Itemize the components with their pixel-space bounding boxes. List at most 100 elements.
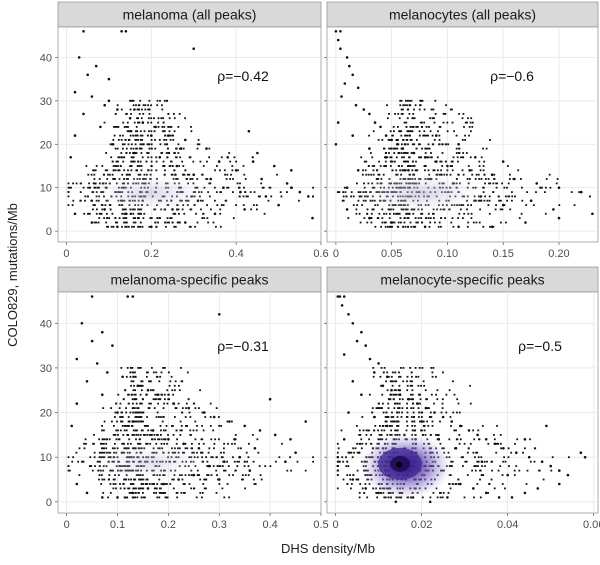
- data-point: [421, 429, 423, 432]
- data-point: [441, 152, 444, 154]
- data-point: [163, 402, 165, 405]
- data-point: [286, 191, 288, 193]
- data-point: [357, 451, 360, 454]
- data-point: [177, 478, 180, 481]
- data-point: [255, 204, 258, 206]
- data-point: [135, 147, 137, 150]
- data-point: [367, 429, 370, 432]
- data-point: [388, 398, 391, 401]
- data-point: [147, 156, 150, 159]
- data-point: [109, 143, 112, 146]
- data-point: [113, 126, 115, 128]
- data-point: [474, 156, 477, 159]
- data-point: [146, 371, 148, 374]
- data-point: [392, 416, 395, 418]
- data-point: [558, 482, 561, 486]
- data-point: [194, 225, 196, 228]
- data-point: [164, 134, 167, 137]
- data-point: [163, 492, 165, 494]
- data-point: [132, 160, 135, 163]
- data-point: [391, 384, 394, 387]
- data-point: [149, 380, 152, 383]
- data-point: [179, 434, 182, 436]
- data-point: [410, 152, 413, 154]
- data-point: [412, 212, 415, 215]
- panel-title: melanoma-specific peaks: [111, 272, 269, 288]
- data-point: [501, 182, 503, 185]
- data-point: [230, 173, 232, 176]
- data-point: [85, 442, 87, 445]
- data-point: [386, 371, 389, 374]
- data-point: [312, 195, 314, 198]
- data-point: [433, 139, 436, 141]
- data-point: [126, 173, 128, 176]
- data-point: [127, 416, 130, 418]
- data-point: [395, 402, 397, 405]
- data-point: [166, 483, 168, 485]
- data-point: [213, 186, 216, 189]
- data-point: [345, 186, 349, 189]
- data-point: [72, 199, 75, 202]
- data-point: [385, 380, 387, 383]
- data-point: [473, 438, 476, 441]
- data-point: [406, 389, 409, 392]
- data-point: [237, 447, 240, 450]
- data-point: [77, 460, 79, 463]
- data-point: [122, 160, 125, 163]
- data-point: [166, 143, 168, 146]
- data-point: [147, 407, 150, 409]
- data-point: [150, 169, 153, 172]
- data-point: [145, 160, 148, 163]
- data-point: [121, 420, 124, 423]
- data-point: [515, 451, 518, 455]
- data-point: [501, 474, 504, 476]
- data-point: [137, 165, 139, 167]
- data-point: [67, 465, 70, 467]
- data-point: [184, 117, 186, 120]
- data-point: [150, 160, 153, 163]
- data-point: [397, 420, 400, 423]
- data-point: [95, 212, 98, 215]
- data-point: [120, 420, 123, 423]
- panel-title: melanoma (all peaks): [123, 7, 257, 23]
- data-point: [253, 483, 256, 485]
- data-point: [126, 295, 129, 298]
- data-point: [545, 424, 548, 428]
- data-point: [163, 139, 166, 141]
- data-point: [225, 178, 228, 180]
- data-point: [127, 126, 129, 128]
- data-point: [109, 492, 112, 494]
- data-point: [525, 204, 528, 206]
- data-point: [374, 425, 377, 427]
- data-point: [430, 393, 433, 396]
- data-point: [71, 204, 74, 206]
- data-point: [387, 117, 389, 120]
- data-point: [138, 104, 141, 107]
- data-point: [119, 429, 122, 432]
- data-point: [463, 212, 466, 215]
- data-point: [235, 469, 237, 472]
- data-point: [129, 134, 132, 137]
- data-point: [463, 496, 466, 499]
- data-point: [213, 442, 216, 445]
- data-point: [465, 152, 468, 154]
- data-point: [409, 139, 412, 141]
- data-point: [143, 425, 146, 427]
- data-point: [110, 407, 112, 409]
- data-point: [545, 186, 547, 189]
- data-point: [117, 139, 120, 141]
- data-point: [534, 447, 537, 450]
- data-point: [210, 456, 213, 459]
- data-point: [467, 117, 469, 120]
- data-point: [418, 156, 420, 159]
- data-point: [345, 56, 349, 59]
- data-point: [165, 225, 167, 228]
- data-point: [164, 173, 166, 176]
- data-point: [421, 212, 424, 215]
- data-point: [79, 191, 82, 193]
- data-point: [400, 416, 403, 418]
- x-ticks: 0 0.1 0.2 0.3 0.4 0.5: [64, 513, 329, 531]
- data-point: [507, 447, 510, 450]
- data-point: [101, 165, 104, 167]
- data-point: [427, 134, 429, 137]
